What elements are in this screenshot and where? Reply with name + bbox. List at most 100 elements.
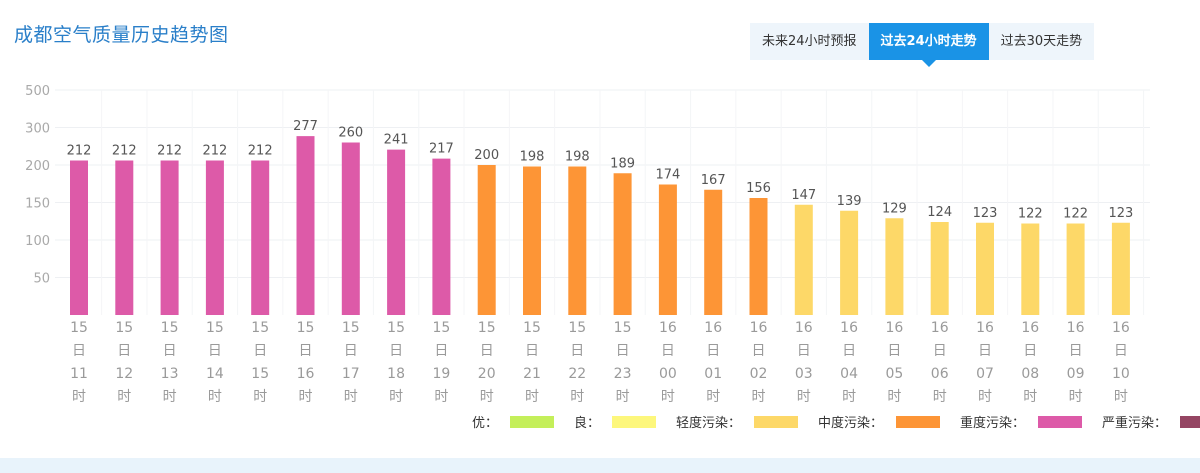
x-tick-label: 11 — [70, 366, 88, 382]
data-label: 212 — [248, 144, 273, 159]
data-label: 124 — [927, 205, 952, 220]
x-tick-label: 02 — [750, 366, 768, 382]
bar — [840, 210, 859, 315]
data-label: 123 — [1108, 206, 1133, 221]
x-tick-label: 16 — [750, 320, 768, 336]
legend-swatch — [612, 416, 656, 428]
x-tick-label: 16 — [840, 320, 858, 336]
x-tick-label: 16 — [931, 320, 949, 336]
data-label: 174 — [655, 168, 680, 183]
y-tick-label: 50 — [33, 272, 50, 287]
x-tick-label: 日 — [72, 343, 86, 359]
x-tick-label: 日 — [344, 343, 358, 359]
legend-label: 优： — [472, 416, 498, 431]
x-tick-label: 时 — [253, 389, 267, 405]
bar — [115, 160, 134, 315]
x-tick-label: 16 — [795, 320, 813, 336]
aqi-bar-chart: 5010015020030050021215日11时21215日12时21215… — [25, 84, 1200, 431]
x-tick-label: 时 — [842, 389, 856, 405]
x-tick-label: 时 — [389, 389, 403, 405]
x-tick-label: 时 — [570, 389, 584, 405]
x-tick-label: 15 — [251, 320, 269, 336]
x-tick-label: 日 — [752, 343, 766, 359]
x-tick-label: 13 — [161, 366, 179, 382]
bar — [568, 166, 587, 315]
x-tick-label: 08 — [1021, 366, 1039, 382]
data-label: 277 — [293, 119, 318, 134]
bar — [70, 160, 88, 315]
x-tick-label: 15 — [478, 320, 496, 336]
x-tick-label: 18 — [387, 366, 405, 382]
data-label: 122 — [1063, 207, 1088, 222]
x-tick-label: 日 — [887, 343, 901, 359]
x-tick-label: 日 — [933, 343, 947, 359]
bar — [387, 149, 406, 315]
legend-label: 中度污染： — [818, 415, 883, 431]
x-tick-label: 15 — [251, 366, 269, 382]
x-tick-label: 04 — [840, 366, 858, 382]
data-label: 212 — [157, 144, 182, 159]
bar — [477, 165, 496, 315]
x-tick-label: 时 — [163, 389, 177, 405]
legend-swatch — [896, 416, 940, 428]
x-tick-label: 03 — [795, 366, 813, 382]
data-label: 129 — [882, 201, 907, 216]
x-tick-label: 时 — [1023, 389, 1037, 405]
x-tick-label: 时 — [208, 389, 222, 405]
data-label: 189 — [610, 156, 635, 171]
x-tick-label: 14 — [206, 366, 224, 382]
x-tick-label: 日 — [389, 343, 403, 359]
legend-swatch — [754, 416, 798, 428]
bar — [432, 158, 451, 315]
data-label: 167 — [701, 173, 726, 188]
data-label: 123 — [973, 206, 998, 221]
legend-swatch — [510, 416, 554, 428]
x-tick-label: 19 — [432, 366, 450, 382]
bar — [251, 160, 270, 315]
tab-past-24h[interactable]: 过去24小时走势 — [868, 23, 989, 67]
x-tick-label: 15 — [387, 320, 405, 336]
x-tick-label: 时 — [525, 389, 539, 405]
x-tick-label: 时 — [344, 389, 358, 405]
x-tick-label: 时 — [1069, 389, 1083, 405]
data-label: 198 — [565, 150, 590, 165]
x-tick-label: 05 — [885, 366, 903, 382]
x-tick-label: 07 — [976, 366, 994, 382]
footer-band — [0, 458, 1200, 473]
x-tick-label: 15 — [342, 320, 360, 336]
bar — [205, 160, 224, 315]
x-tick-label: 日 — [1114, 343, 1128, 359]
data-label: 147 — [791, 188, 816, 203]
data-label: 212 — [202, 144, 227, 159]
x-tick-label: 16 — [885, 320, 903, 336]
x-tick-label: 15 — [115, 320, 133, 336]
x-tick-label: 15 — [161, 320, 179, 336]
x-tick-label: 时 — [887, 389, 901, 405]
x-tick-label: 15 — [70, 320, 88, 336]
data-label: 139 — [837, 194, 862, 209]
data-label: 260 — [338, 126, 363, 141]
x-tick-label: 23 — [614, 366, 632, 382]
x-tick-label: 日 — [208, 343, 222, 359]
data-label: 200 — [474, 148, 499, 163]
data-label: 122 — [1018, 207, 1043, 222]
x-tick-label: 时 — [797, 389, 811, 405]
bar — [1111, 222, 1130, 315]
x-tick-label: 时 — [117, 389, 131, 405]
bar — [976, 222, 994, 315]
bar — [885, 218, 904, 315]
x-tick-label: 日 — [661, 343, 675, 359]
x-tick-label: 时 — [299, 389, 313, 405]
tab-forecast-24h[interactable]: 未来24小时预报 — [762, 34, 857, 49]
x-tick-label: 16 — [1021, 320, 1039, 336]
x-tick-label: 22 — [568, 366, 586, 382]
data-label: 212 — [112, 144, 137, 159]
tab-past-30d[interactable]: 过去30天走势 — [1000, 34, 1083, 49]
x-tick-label: 日 — [163, 343, 177, 359]
legend-label: 严重污染： — [1102, 415, 1167, 431]
bar — [1021, 223, 1040, 315]
x-tick-label: 16 — [1067, 320, 1085, 336]
x-tick-label: 日 — [797, 343, 811, 359]
x-tick-label: 时 — [480, 389, 494, 405]
